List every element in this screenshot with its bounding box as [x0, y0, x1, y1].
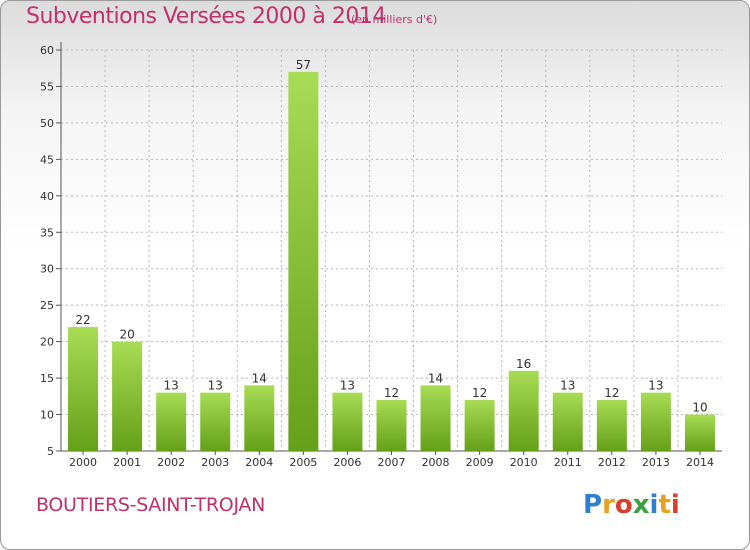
bar-2005	[288, 71, 319, 451]
y-tick-label: 25	[40, 299, 54, 312]
x-tick-label: 2012	[598, 456, 626, 469]
data-label: 12	[384, 386, 399, 400]
proxiti-logo: Proxiti	[583, 490, 680, 520]
labels: 5 10 15 20 25 30 35 40 45 50 55 60 22 2000 20 2001 13 200…	[40, 44, 714, 469]
x-tick-label: 2003	[201, 456, 229, 469]
data-label: 16	[516, 357, 531, 371]
x-tick-label: 2009	[466, 456, 494, 469]
x-tick-label: 2007	[378, 456, 406, 469]
bar-2011	[552, 392, 583, 451]
x-tick-label: 2010	[510, 456, 538, 469]
bar-2006	[332, 392, 363, 451]
data-label: 13	[648, 379, 663, 393]
x-tick-label: 2005	[289, 456, 317, 469]
data-label: 13	[208, 379, 223, 393]
bar-2012	[596, 399, 627, 451]
bar-2009	[464, 399, 495, 451]
x-tick-label: 2001	[113, 456, 141, 469]
x-tick-label: 2011	[554, 456, 582, 469]
data-label: 13	[164, 379, 179, 393]
data-label: 22	[75, 313, 90, 327]
y-tick-label: 10	[40, 409, 54, 422]
y-tick-label: 20	[40, 336, 54, 349]
grid-lines	[61, 49, 722, 451]
x-tick-label: 2006	[333, 456, 361, 469]
bar-2010	[508, 370, 539, 451]
chart-subtitle: (en milliers d'€)	[351, 13, 438, 26]
data-label: 12	[472, 386, 487, 400]
data-label: 14	[252, 371, 267, 385]
y-tick-label: 45	[40, 153, 54, 166]
data-label: 57	[296, 58, 311, 72]
x-tick-label: 2008	[422, 456, 450, 469]
y-tick-label: 30	[40, 263, 54, 276]
data-label: 13	[560, 379, 575, 393]
chart-title: Subventions Versées 2000 à 2014	[26, 4, 386, 29]
bar-2008	[420, 385, 451, 451]
bar-2002	[156, 392, 187, 451]
y-tick-label: 5	[47, 445, 54, 458]
y-tick-label: 50	[40, 117, 54, 130]
bar-2003	[200, 392, 231, 451]
x-tick-label: 2002	[157, 456, 185, 469]
bar-2001	[112, 341, 143, 451]
bar-2013	[640, 392, 671, 451]
data-label: 14	[428, 371, 443, 385]
bar-2014	[684, 414, 715, 451]
commune-name: BOUTIERS-SAINT-TROJAN	[36, 494, 266, 516]
y-tick-label: 60	[40, 44, 54, 57]
y-tick-label: 15	[40, 372, 54, 385]
x-tick-label: 2013	[642, 456, 670, 469]
bars	[68, 71, 715, 451]
data-label: 20	[119, 328, 134, 342]
y-tick-label: 40	[40, 190, 54, 203]
data-label: 10	[692, 401, 707, 415]
svg-text:Proxiti: Proxiti	[583, 490, 680, 520]
data-label: 12	[604, 386, 619, 400]
x-tick-label: 2004	[245, 456, 273, 469]
bar-2000	[68, 327, 99, 451]
bar-2007	[376, 399, 407, 451]
x-tick-label: 2014	[686, 456, 714, 469]
x-tick-label: 2000	[69, 456, 97, 469]
bar-2004	[244, 385, 275, 451]
y-tick-label: 35	[40, 226, 54, 239]
data-label: 13	[340, 379, 355, 393]
y-tick-label: 55	[40, 80, 54, 93]
